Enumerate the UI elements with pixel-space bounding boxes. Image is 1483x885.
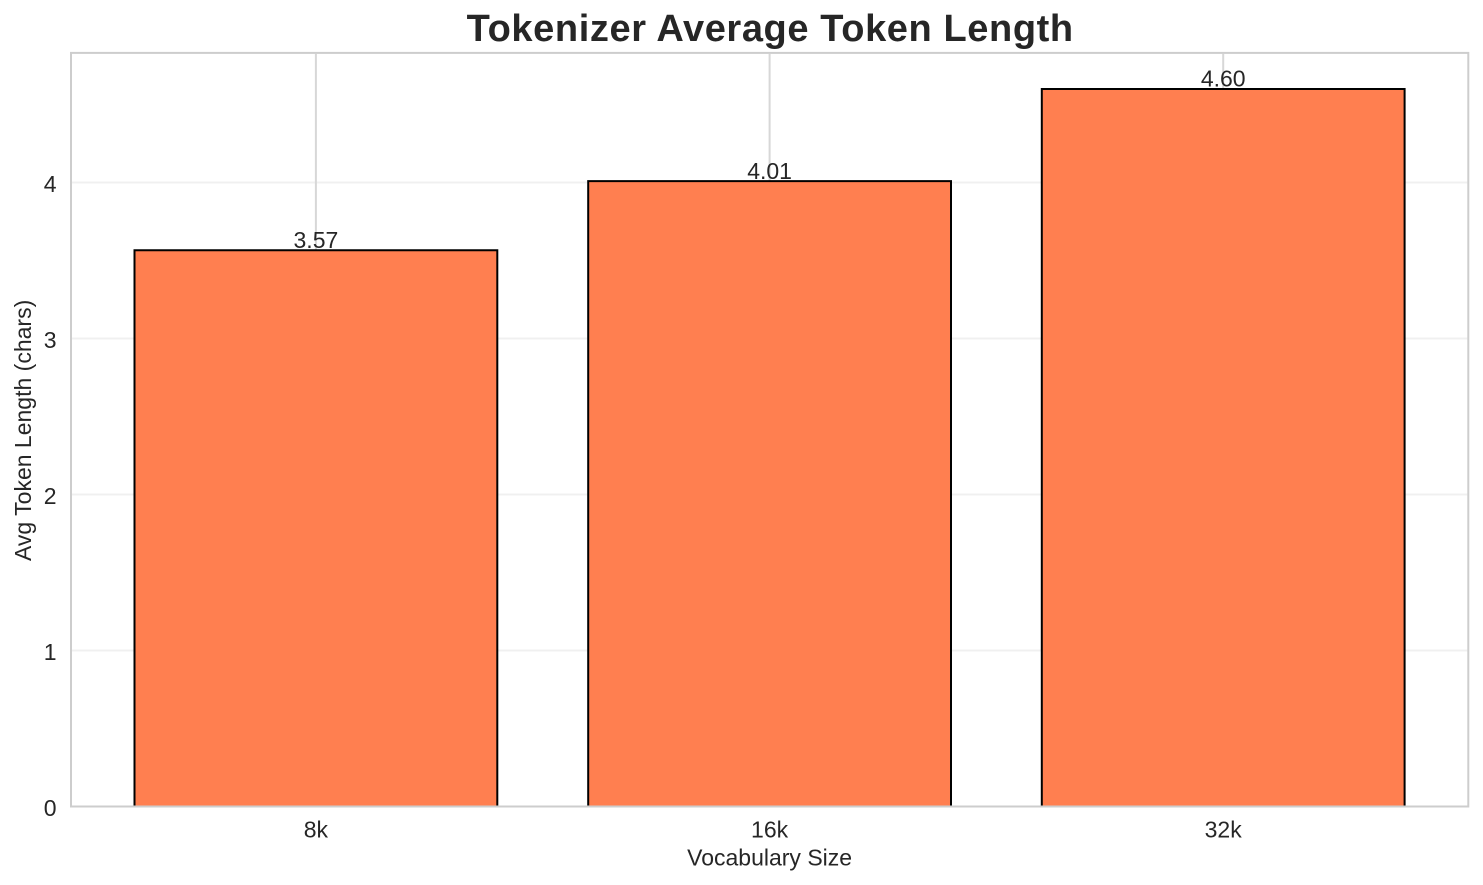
svg-text:1: 1 [44,639,57,665]
svg-text:4.01: 4.01 [747,158,792,184]
svg-text:32k: 32k [1205,817,1243,843]
svg-text:Avg Token Length (chars): Avg Token Length (chars) [10,300,36,561]
svg-text:3: 3 [44,327,57,353]
svg-text:2: 2 [44,483,57,509]
svg-text:16k: 16k [751,817,789,843]
svg-text:0: 0 [44,795,57,821]
svg-text:8k: 8k [304,817,329,843]
svg-text:Tokenizer Average Token Length: Tokenizer Average Token Length [467,8,1074,50]
svg-text:4: 4 [44,171,57,197]
svg-text:Vocabulary Size: Vocabulary Size [687,845,852,871]
svg-text:3.57: 3.57 [294,227,339,253]
svg-text:4.60: 4.60 [1201,66,1246,92]
